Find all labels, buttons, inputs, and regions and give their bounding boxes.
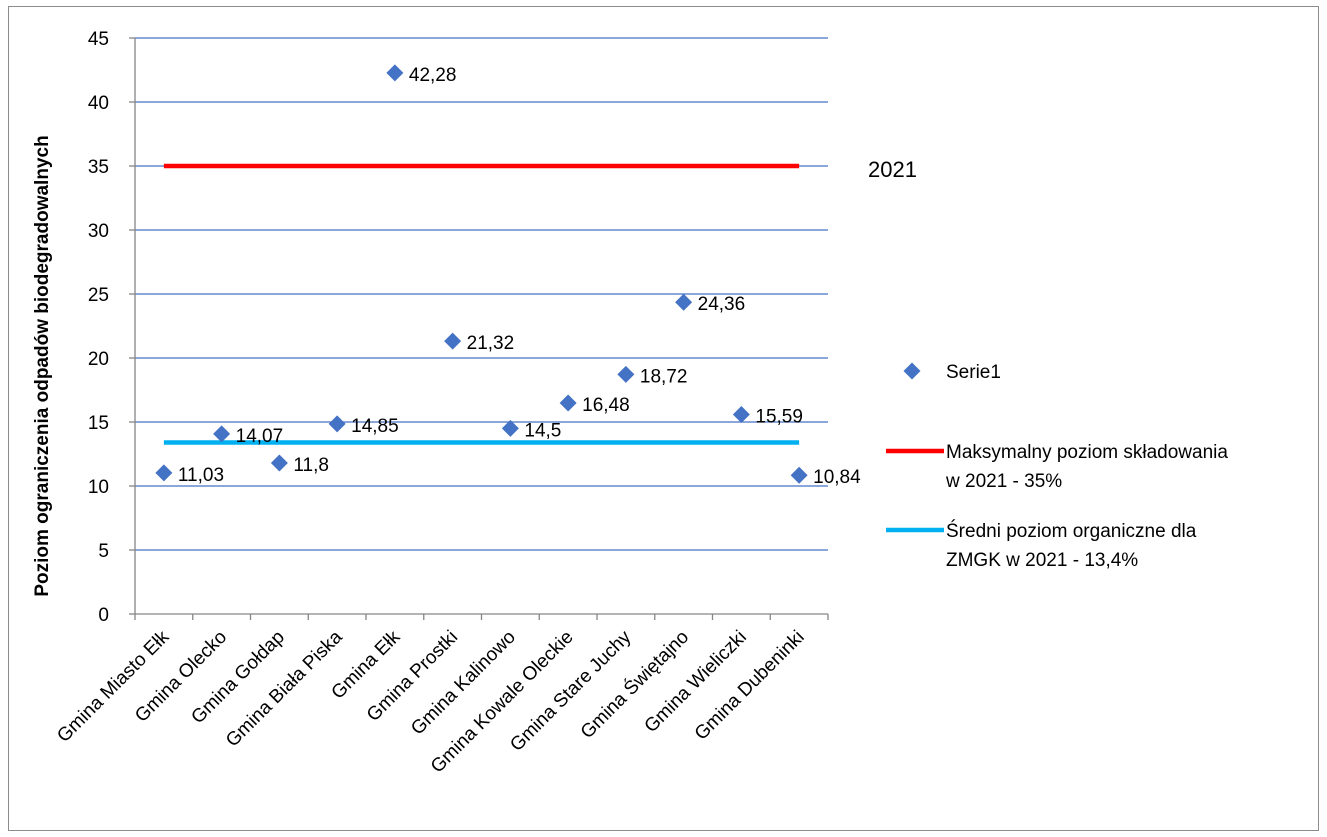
data-point bbox=[617, 365, 635, 383]
data-label: 24,36 bbox=[698, 294, 746, 315]
legend-label: w 2021 - 35% bbox=[945, 471, 1062, 492]
y-axis-label: Poziom ograniczenia odpadów biodegradowa… bbox=[32, 135, 53, 596]
chart-annotation: 2021 bbox=[868, 157, 917, 182]
data-point bbox=[732, 405, 750, 423]
data-label: 15,59 bbox=[755, 406, 803, 427]
legend: Serie1 Maksymalny poziom składowania w 202… bbox=[886, 362, 1228, 571]
chart-frame bbox=[8, 6, 1319, 831]
x-tick-label: Gmina Dubeninki bbox=[691, 627, 809, 745]
axes bbox=[129, 37, 829, 620]
y-tick-label: 10 bbox=[88, 477, 109, 498]
data-label: 10,84 bbox=[813, 467, 861, 488]
data-point bbox=[444, 332, 462, 350]
data-point bbox=[270, 454, 288, 472]
y-tick-label: 5 bbox=[98, 541, 109, 562]
data-label: 14,5 bbox=[524, 420, 561, 441]
data-point bbox=[501, 419, 519, 437]
data-label: 11,03 bbox=[178, 465, 224, 486]
y-tick-label: 30 bbox=[88, 221, 109, 242]
x-tick-label: Gmina Kalinowo bbox=[407, 627, 520, 740]
y-tick-label: 40 bbox=[88, 93, 109, 114]
reference-lines bbox=[163, 163, 800, 445]
data-point bbox=[675, 293, 693, 311]
data-label: 21,32 bbox=[467, 333, 515, 354]
data-point bbox=[155, 464, 173, 482]
legend-marker bbox=[903, 362, 921, 380]
x-tick-label: Gmina Świętajno bbox=[576, 626, 693, 743]
y-tick-label: 35 bbox=[88, 157, 109, 178]
legend-label: Średni poziom organiczne dla bbox=[946, 520, 1197, 542]
data-labels: 11,03 14,07 11,8 14,85 42,28 21,32 14,5 16,48 18… bbox=[178, 65, 861, 488]
data-point bbox=[386, 64, 404, 82]
legend-label: ZMGK w 2021 - 13,4% bbox=[946, 550, 1138, 571]
data-point bbox=[213, 425, 231, 443]
data-points bbox=[155, 64, 808, 484]
data-point bbox=[328, 415, 346, 433]
data-label: 18,72 bbox=[640, 366, 688, 387]
legend-label: Serie1 bbox=[946, 362, 1001, 383]
y-tick-label: 45 bbox=[88, 29, 109, 50]
data-label: 11,8 bbox=[293, 455, 329, 476]
y-tick-label: 20 bbox=[88, 349, 109, 370]
data-point bbox=[559, 394, 577, 412]
data-label: 14,07 bbox=[236, 426, 284, 447]
data-label: 14,85 bbox=[351, 416, 399, 437]
data-point bbox=[790, 466, 808, 484]
y-tick-label: 0 bbox=[98, 605, 109, 626]
data-label: 42,28 bbox=[409, 65, 457, 86]
legend-label: Maksymalny poziom składowania bbox=[946, 442, 1228, 463]
y-tick-labels: 0 5 10 15 20 25 30 35 40 45 bbox=[88, 29, 109, 626]
y-tick-label: 15 bbox=[88, 413, 109, 434]
data-label: 16,48 bbox=[582, 395, 630, 416]
x-tick-label: Gmina Wieliczki bbox=[641, 627, 751, 737]
y-tick-label: 25 bbox=[88, 285, 109, 306]
